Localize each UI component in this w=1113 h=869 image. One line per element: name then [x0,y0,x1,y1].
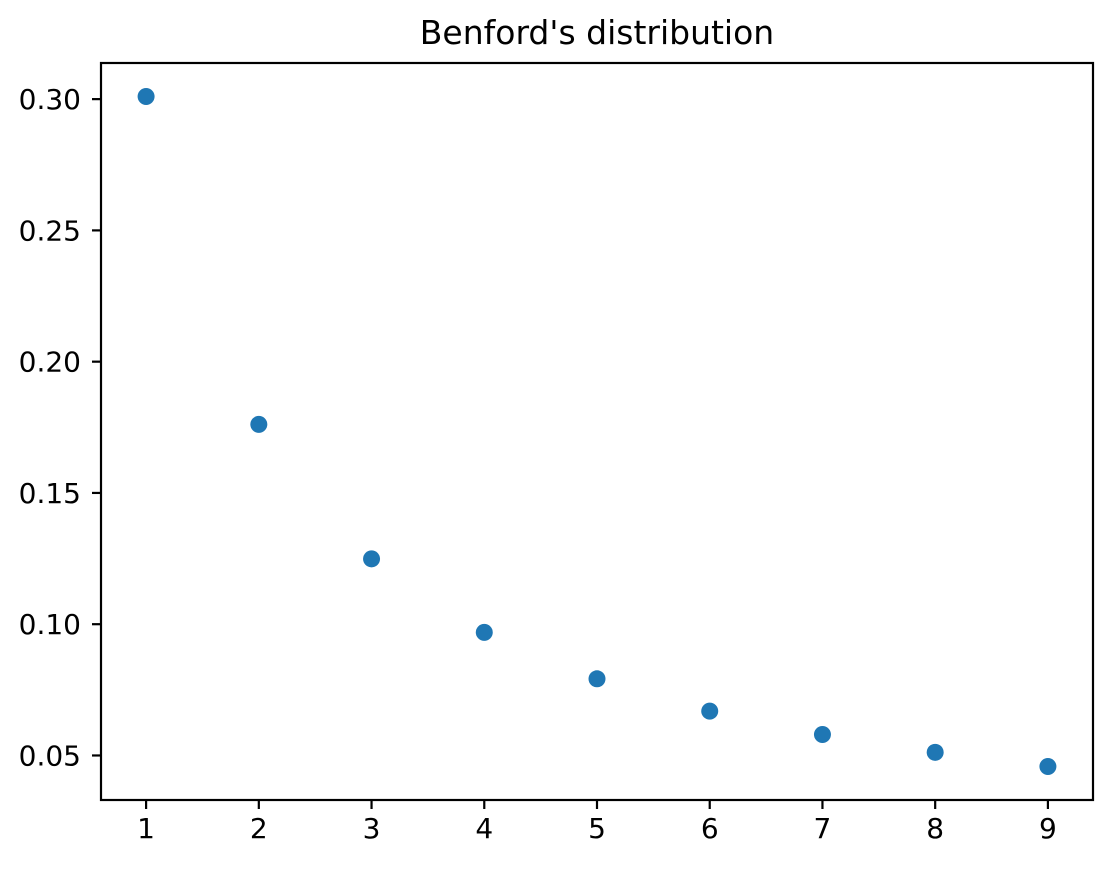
data-point [1039,758,1057,775]
data-point [363,550,381,568]
x-tick-label: 8 [926,812,944,845]
data-point [926,743,944,761]
data-point [813,725,831,743]
y-tick-label: 0.10 [19,608,81,641]
data-point [588,670,606,688]
x-tick-label: 9 [1039,812,1057,845]
y-tick-label: 0.20 [19,346,81,379]
chart-title: Benford's distribution [420,13,774,52]
x-tick-label: 6 [701,812,719,845]
y-tick-label: 0.15 [19,477,81,510]
y-tick-label: 0.05 [19,739,81,772]
data-point [250,415,268,433]
y-tick-label: 0.25 [19,214,81,247]
x-tick-label: 5 [588,812,606,845]
axes-frame [99,61,1095,802]
x-tick-label: 7 [814,812,832,845]
x-tick-label: 3 [363,812,381,845]
x-tick-label: 4 [475,812,493,845]
data-point [701,702,719,720]
x-tick-label: 2 [250,812,268,845]
plot-area: 1 2 3 4 5 6 7 8 9 0.05 0.10 0.15 0.20 0.25 0.30 [19,61,1095,845]
data-point [137,88,155,105]
y-tick-label: 0.30 [19,83,81,116]
x-tick-label: 1 [137,812,155,845]
data-point [475,623,493,641]
